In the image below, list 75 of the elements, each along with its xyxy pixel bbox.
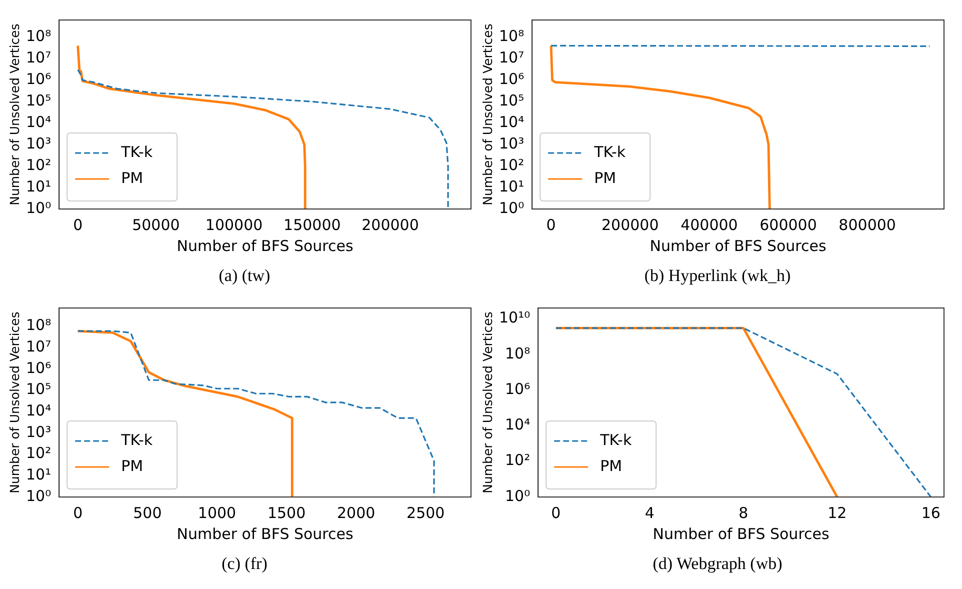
y-axis-title: Number of Unsolved Vertices [480, 24, 495, 206]
text: (a) (tw) [218, 266, 272, 286]
y-tick-label: 10³ [26, 134, 52, 152]
x-tick-label: 2500 [406, 504, 445, 522]
text: (b) Hyperlink (wk_h) [643, 266, 792, 286]
y-tick-label: 10⁵ [498, 91, 524, 110]
text: (c) (fr) [220, 554, 268, 574]
y-tick-label: 10² [498, 156, 524, 174]
y-tick-label: 10² [26, 156, 52, 174]
legend-label: TK-k [593, 142, 626, 161]
x-tick-label: 800000 [838, 216, 896, 234]
x-tick-label: 1000 [198, 504, 236, 522]
y-tick-label: 10⁸ [26, 27, 52, 46]
y-tick-label: 10⁴ [498, 112, 524, 131]
x-tick-label: 0 [73, 504, 83, 522]
y-tick-label: 10⁰ [505, 486, 530, 505]
x-tick-label: 2000 [337, 504, 376, 522]
x-tick-label: 200000 [362, 216, 419, 234]
x-tick-label: 150000 [284, 216, 341, 234]
y-tick-label: 10³ [498, 134, 524, 152]
y-tick-label: 10⁸ [26, 316, 52, 334]
y-tick-label: 10⁴ [26, 112, 52, 131]
x-tick-label: 400000 [680, 216, 738, 234]
x-tick-label: 0 [73, 216, 83, 234]
x-tick-label: 100000 [205, 216, 263, 234]
x-axis-title: Number of BFS Sources [176, 524, 354, 543]
x-tick-label: 8 [738, 504, 748, 522]
y-tick-label: 10⁴ [505, 416, 530, 434]
y-tick-label: 10⁰ [26, 486, 52, 505]
x-tick-label: 16 [921, 504, 940, 522]
y-tick-label: 10² [505, 451, 530, 470]
y-tick-label: 10⁰ [498, 198, 524, 217]
y-axis-title: Number of Unsolved Vertices [6, 24, 22, 206]
x-axis-title: Number of BFS Sources [652, 524, 830, 543]
x-tick-label: 0 [551, 504, 561, 522]
y-tick-label: 10⁴ [26, 402, 52, 420]
x-tick-label: 50000 [132, 216, 180, 234]
x-tick-label: 1500 [267, 504, 306, 522]
x-tick-label: 500 [133, 504, 162, 522]
y-tick-label: 10¹ [498, 177, 524, 196]
legend-label: PM [121, 168, 144, 187]
y-tick-label: 10⁷ [26, 338, 52, 356]
y-tick-label: 10² [26, 444, 52, 462]
y-tick-label: 10¹ [26, 177, 52, 196]
x-axis-title: Number of BFS Sources [176, 236, 354, 255]
text: (d) Webgraph (wb) [652, 554, 784, 574]
x-tick-label: 200000 [602, 216, 659, 234]
y-tick-label: 10³ [26, 422, 52, 441]
y-tick-label: 10⁷ [26, 48, 52, 67]
y-axis-title: Number of Unsolved Vertices [6, 312, 22, 494]
x-tick-label: 12 [828, 504, 847, 522]
y-tick-label: 10¹⁰ [498, 308, 530, 327]
x-tick-label: 4 [644, 504, 654, 522]
y-tick-label: 10⁶ [505, 380, 530, 398]
legend-label: PM [121, 456, 144, 475]
legend-label: TK-k [599, 430, 632, 449]
legend-label: TK-k [120, 430, 153, 449]
y-tick-label: 10⁷ [498, 48, 524, 67]
y-tick-label: 10⁶ [498, 70, 524, 88]
y-tick-label: 10⁶ [26, 70, 52, 88]
x-tick-label: 0 [546, 216, 556, 234]
x-tick-label: 600000 [760, 216, 817, 234]
y-tick-label: 10⁵ [26, 91, 52, 110]
y-tick-label: 10⁸ [498, 27, 524, 46]
y-tick-label: 10⁶ [26, 358, 52, 377]
line-series [77, 69, 449, 209]
y-tick-label: 10⁵ [26, 380, 52, 398]
x-axis-title: Number of BFS Sources [650, 236, 826, 255]
y-tick-label: 10¹ [26, 466, 52, 484]
y-tick-label: 10⁰ [26, 198, 52, 217]
y-axis-title: Number of Unsolved Vertices [480, 312, 495, 494]
legend-label: PM [594, 168, 616, 187]
y-tick-label: 10⁸ [505, 344, 530, 362]
legend-label: TK-k [120, 142, 153, 161]
legend-label: PM [600, 456, 622, 475]
